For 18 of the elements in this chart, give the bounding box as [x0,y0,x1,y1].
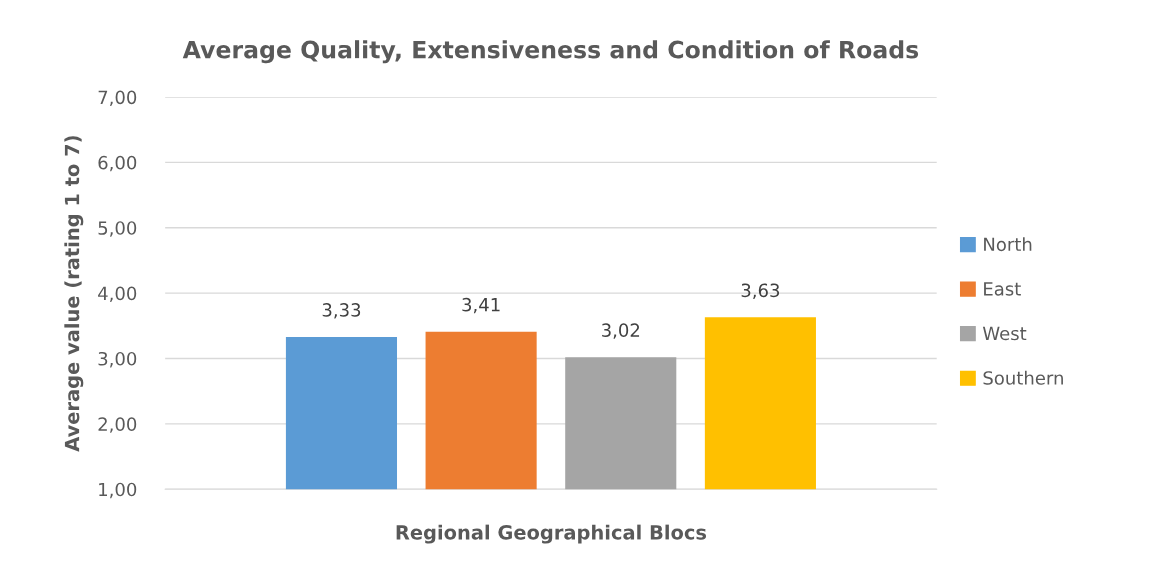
data-label: 3,33 [322,303,361,319]
y-tick-label: 2,00 [98,417,137,433]
y-tick-label: 1,00 [99,482,137,499]
data-label: 3,02 [602,323,640,339]
y-tick-label: 7,00 [98,90,137,106]
legend-label: North [984,237,1032,252]
data-label: 3,63 [741,283,780,299]
legend-label: West [982,326,1027,341]
y-tick-label: 3,00 [98,351,137,368]
y-tick-label: 4,00 [98,286,137,303]
y-tick-label: 5,00 [98,221,137,237]
y-axis-title: Average value (rating 1 to 7) [64,136,84,452]
legend-label: Southern [983,370,1063,385]
data-label: 3,41 [462,297,500,314]
x-axis-title: Regional Geographical Blocs [396,524,707,544]
y-tick-label: 6,00 [98,155,137,172]
chart-title: Average Quality, Extensiveness and Condition of Roads [182,40,919,64]
legend-label: East [984,282,1021,296]
